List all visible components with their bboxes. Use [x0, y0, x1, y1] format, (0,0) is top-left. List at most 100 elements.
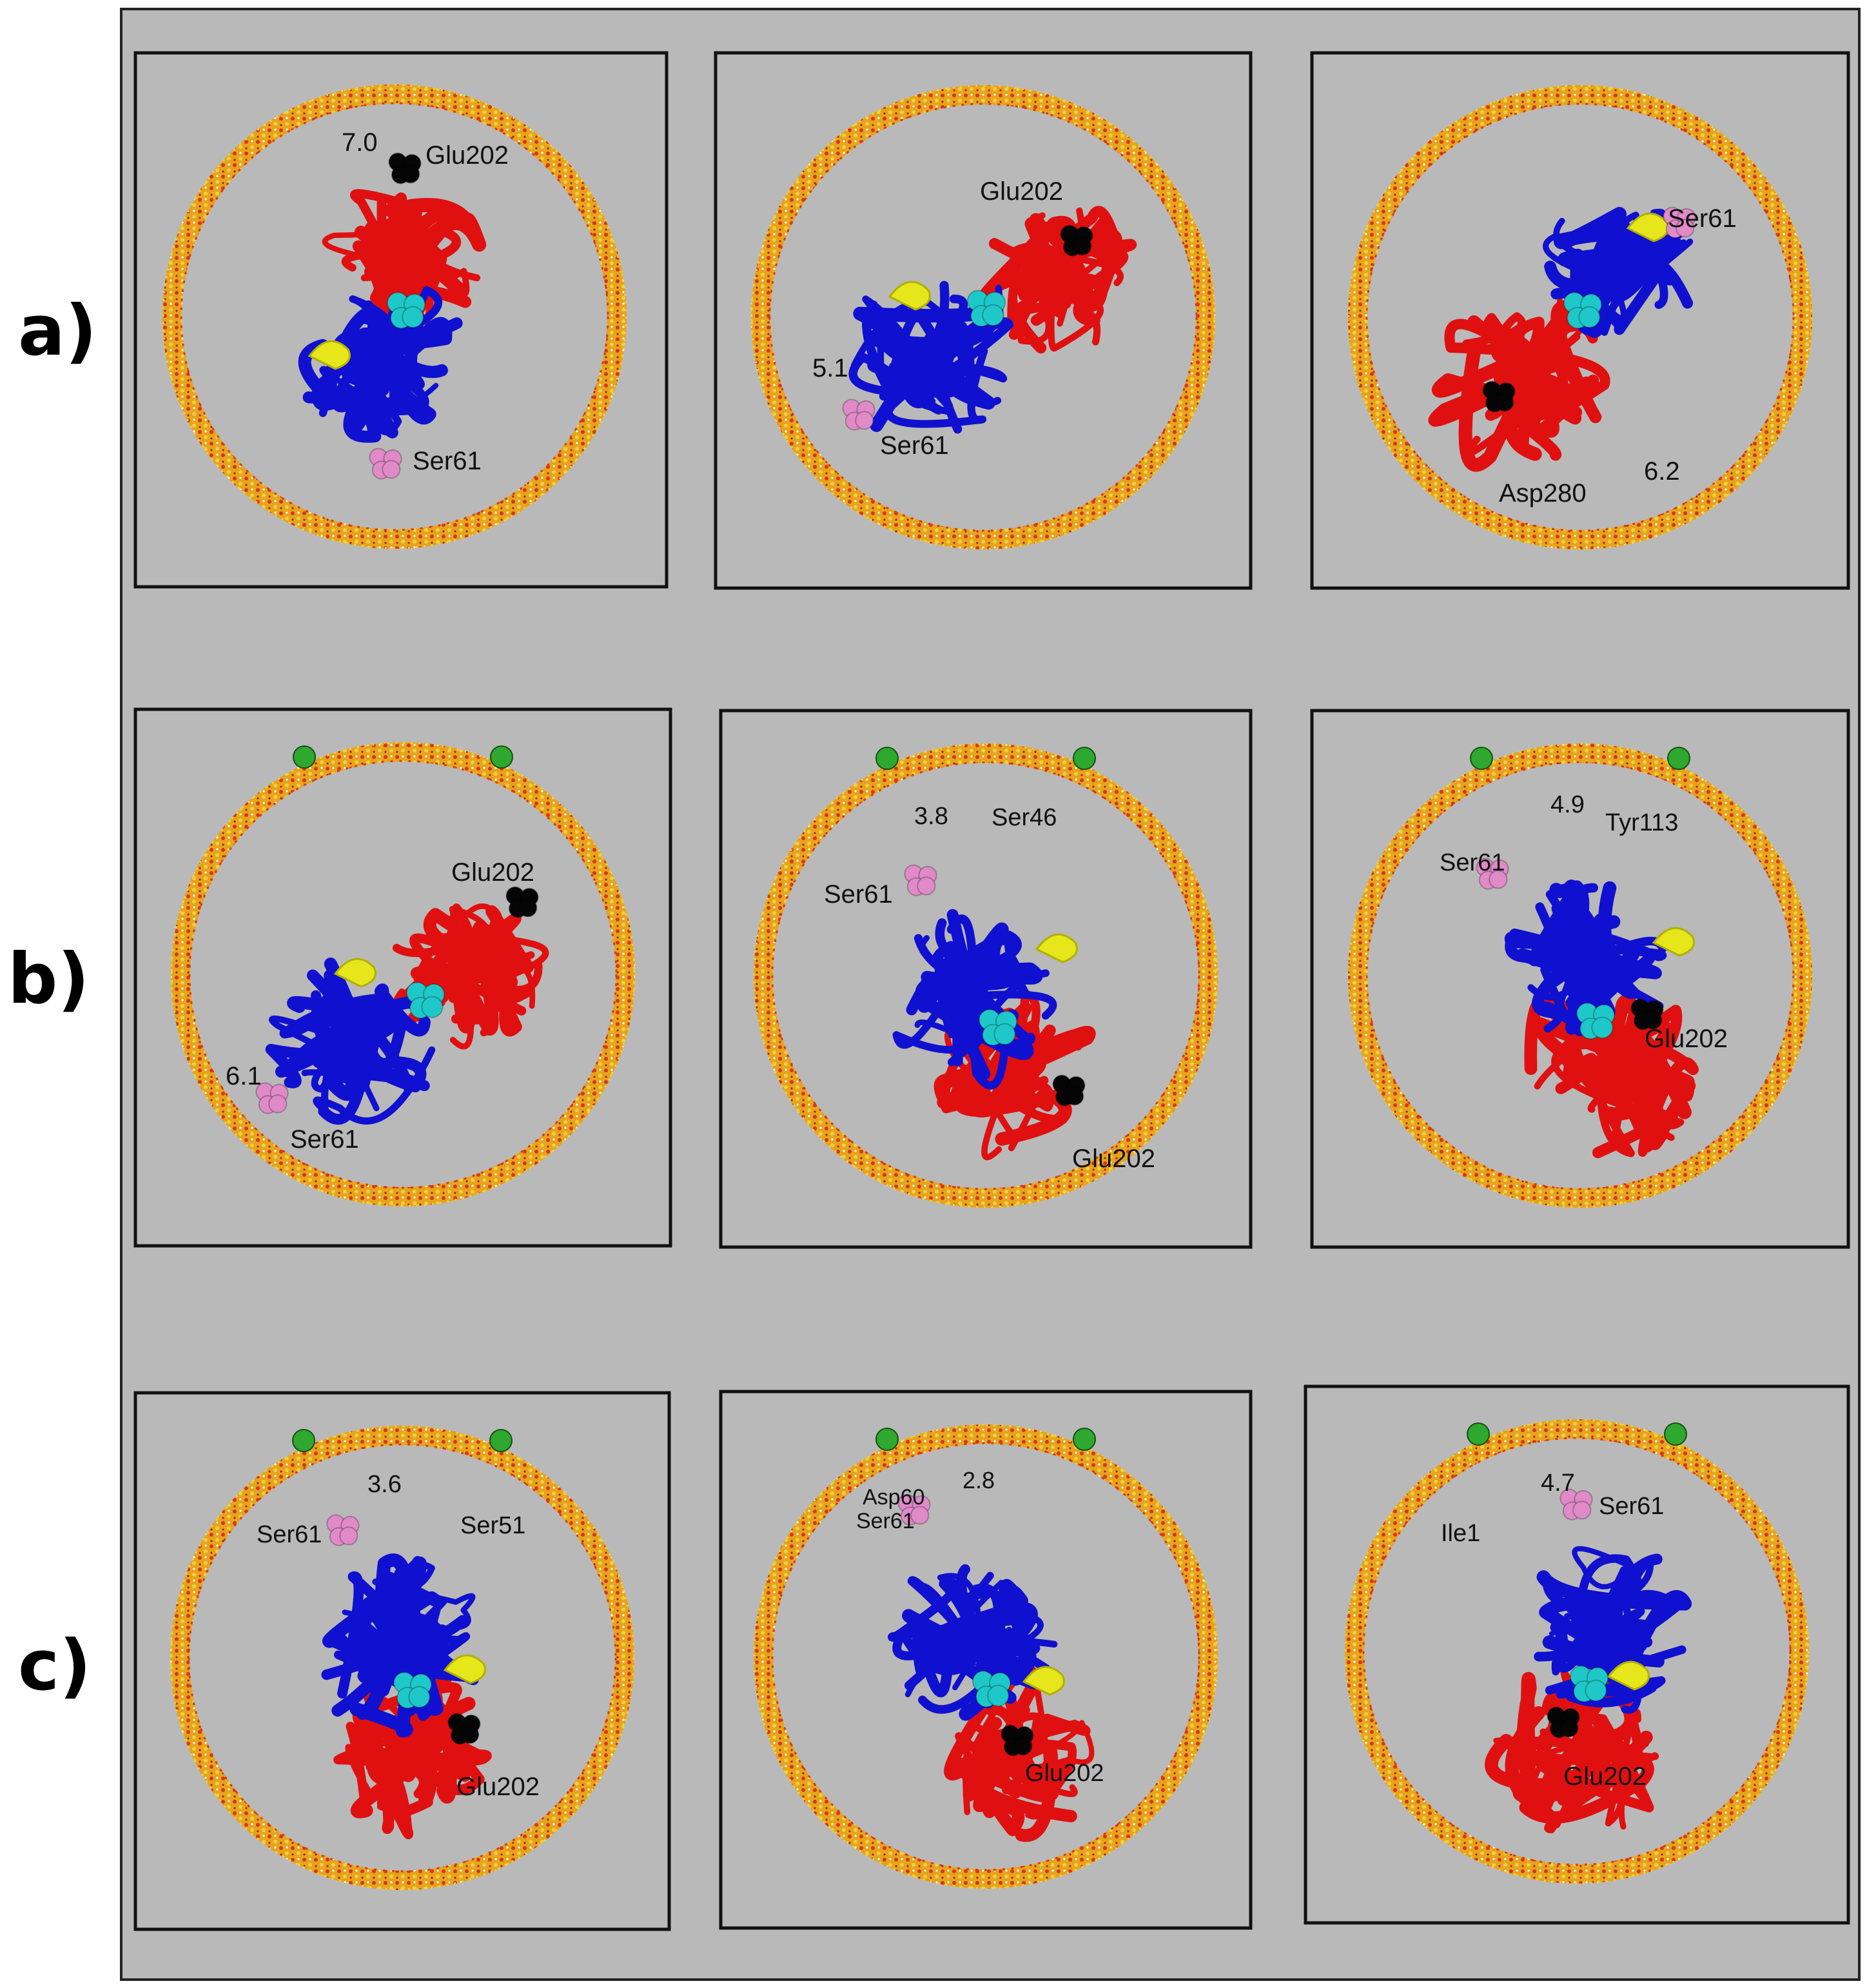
- membrane-outer: [170, 1425, 635, 1891]
- yellow-loop: [308, 340, 351, 370]
- residue-label: Glu202: [1645, 1025, 1728, 1053]
- residue-label: 2.8: [963, 1467, 995, 1493]
- ser61-atoms: [326, 1514, 360, 1546]
- membrane-inner: [1362, 1437, 1792, 1866]
- panel-frame: [133, 707, 672, 1248]
- protein-domain-blue: [926, 1585, 1030, 1704]
- ser61-atoms: [369, 448, 402, 480]
- residue-label: 5.1: [812, 354, 848, 382]
- protein-domain-blue: [349, 347, 402, 436]
- protein-domain-blue: [322, 1595, 445, 1673]
- protein-domain-blue: [1534, 1609, 1633, 1662]
- protein-domain-blue: [302, 364, 415, 438]
- protein-domain-blue: [318, 1034, 430, 1125]
- glu202-atoms: [1482, 380, 1516, 413]
- glu202-atoms: [447, 1713, 481, 1745]
- panel-b-2: 3.8 Ser46 Ser61 Glu202: [719, 709, 1253, 1249]
- protein-domain-blue: [373, 1571, 444, 1651]
- membrane-outer: [753, 743, 1218, 1208]
- lipid-headgroup: [489, 1429, 513, 1452]
- protein-domain-blue: [1543, 210, 1659, 291]
- active-site-atoms: [386, 291, 426, 330]
- ser61-atoms: [255, 1082, 289, 1114]
- protein-domain-red: [390, 214, 470, 297]
- ser61-atoms: [1476, 858, 1509, 890]
- protein-domain-red: [349, 1726, 433, 1835]
- membrane-inner: [188, 760, 618, 1189]
- glu202-atoms: [1630, 998, 1664, 1030]
- membrane-ring: [170, 1426, 634, 1890]
- protein-domain-blue: [1608, 239, 1694, 322]
- ser61-atoms: [897, 1493, 931, 1526]
- yellow-loop: [333, 958, 376, 988]
- membrane-ring: [751, 85, 1215, 549]
- membrane-inner: [1365, 103, 1795, 532]
- lipid-headgroup: [875, 747, 899, 770]
- residue-label: Ser61: [856, 1509, 915, 1533]
- ser61-atoms: [904, 864, 937, 896]
- lipid-headgroup: [292, 1429, 315, 1452]
- membrane-ring: [1348, 85, 1812, 549]
- active-site-atoms: [1569, 1665, 1609, 1703]
- residue-label: Asp60: [863, 1485, 924, 1510]
- residue-label: Glu202: [456, 1773, 540, 1801]
- protein-domain-red: [1572, 1680, 1638, 1778]
- residue-label: Glu202: [1072, 1145, 1155, 1173]
- protein-domain-red: [365, 242, 437, 311]
- protein-domain-red: [376, 196, 462, 264]
- row-label-b: b): [8, 939, 90, 1019]
- membrane-outer: [1344, 1419, 1810, 1884]
- residue-label: Ser61: [257, 1521, 322, 1548]
- protein-domain-red: [1428, 357, 1565, 427]
- membrane-inner: [768, 103, 1198, 532]
- protein-domain-red: [1030, 206, 1129, 326]
- protein-domain-red: [322, 221, 419, 271]
- row-label-c: c): [18, 1626, 91, 1706]
- lipid-headgroup: [293, 745, 316, 769]
- residue-label: Ile1: [1441, 1520, 1480, 1547]
- membrane-ring: [1348, 743, 1812, 1208]
- protein-domain-blue: [349, 295, 396, 396]
- residue-label: Glu202: [1563, 1762, 1647, 1791]
- lipid-headgroup: [875, 1428, 899, 1451]
- residue-label: 6.1: [226, 1062, 262, 1090]
- protein-domain-red: [424, 920, 532, 1034]
- residue-label: Ser51: [460, 1512, 525, 1539]
- lipid-headgroup: [1073, 1428, 1096, 1451]
- protein-domain-red: [1462, 312, 1557, 409]
- membrane-ring: [754, 1424, 1218, 1889]
- panel-a-1: 7.0 Glu202 Ser61: [133, 51, 669, 589]
- protein-domain-blue: [307, 969, 367, 1079]
- residue-label: Ser61: [880, 431, 949, 460]
- membrane-outer: [753, 1424, 1218, 1889]
- membrane-outer: [1347, 743, 1813, 1208]
- membrane-outer: [1347, 84, 1813, 550]
- residue-label: Ser61: [1440, 849, 1505, 876]
- active-site-atoms: [978, 1009, 1018, 1047]
- protein-domain-red: [1630, 1047, 1665, 1157]
- glu202-atoms: [1060, 224, 1093, 257]
- yellow-loop: [1652, 927, 1695, 957]
- membrane-inner: [771, 761, 1200, 1190]
- membrane-outer: [162, 84, 627, 549]
- glu202-atoms: [388, 152, 422, 184]
- membrane-outer: [170, 742, 636, 1207]
- active-site-atoms: [1576, 1002, 1616, 1040]
- residue-label: 7.0: [342, 128, 378, 157]
- panel-c-1: 3.6 Ser61 Ser51 Glu202: [133, 1391, 671, 1931]
- protein-domain-red: [1505, 1671, 1558, 1826]
- residue-label: 3.8: [914, 803, 948, 830]
- protein-domain-blue: [1554, 1554, 1642, 1673]
- yellow-loop: [1022, 1666, 1065, 1696]
- membrane-ring: [1345, 1419, 1809, 1884]
- yellow-loop: [443, 1654, 486, 1684]
- protein-domain-blue: [853, 300, 1000, 410]
- lipid-headgroup: [490, 745, 513, 769]
- row-label-a: a): [18, 291, 97, 371]
- residue-label: Asp280: [1499, 479, 1587, 507]
- active-site-atoms: [966, 290, 1006, 328]
- protein-domain-blue: [935, 918, 986, 998]
- residue-label: Ser61: [1599, 1493, 1664, 1520]
